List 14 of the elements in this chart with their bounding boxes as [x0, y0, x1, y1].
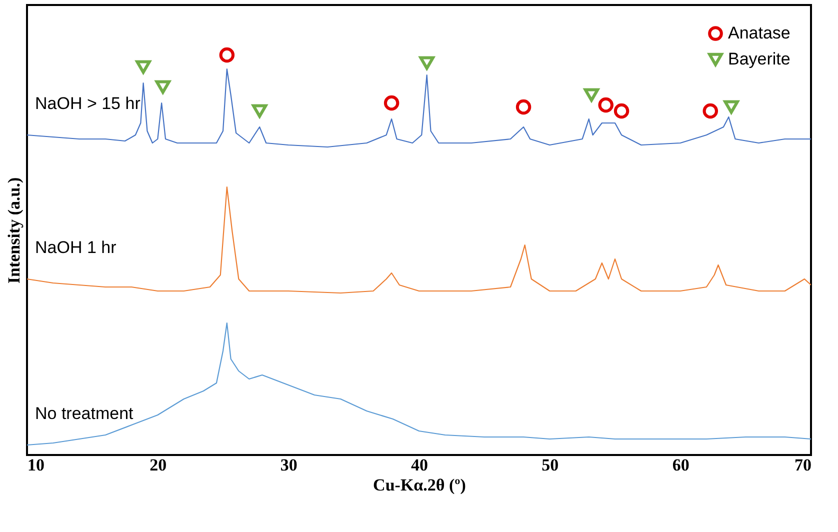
series-label: NaOH 1 hr — [35, 238, 117, 257]
x-tick-label: 60 — [672, 456, 690, 474]
legend-label: Anatase — [728, 24, 790, 42]
y-axis-title: Intensity (a.u.) — [4, 177, 24, 284]
x-tick-label: 30 — [280, 456, 298, 474]
x-axis-title: Cu-Kα.2θ (º) — [373, 476, 466, 494]
x-tick-label: 10 — [28, 456, 44, 474]
series-label: NaOH > 15 hr — [35, 94, 141, 113]
series-label: No treatment — [35, 404, 134, 423]
x-tick-label: 70 — [794, 456, 812, 474]
legend-label: Bayerite — [728, 50, 790, 68]
x-tick-label: 20 — [150, 456, 167, 474]
x-tick-label: 40 — [411, 456, 428, 474]
x-tick-label: 50 — [542, 456, 559, 474]
